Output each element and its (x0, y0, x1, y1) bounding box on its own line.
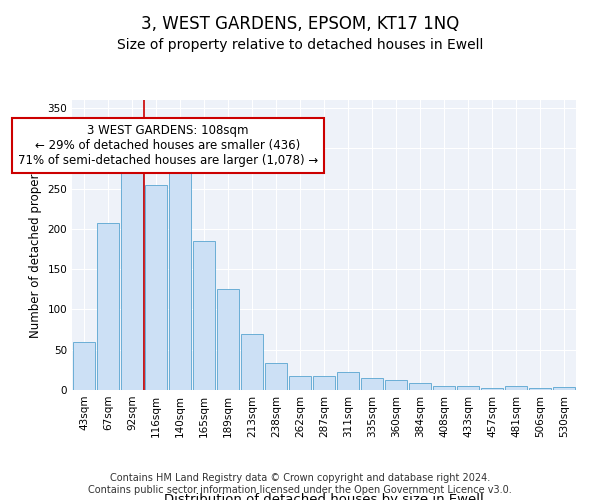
Bar (457, 386, 479, 390)
Bar (217, 290, 239, 390)
Bar (265, 364, 287, 390)
Bar (529, 388, 551, 390)
Bar (241, 334, 263, 390)
Bar (337, 372, 359, 390)
Bar (289, 376, 311, 390)
Bar (193, 241, 215, 390)
Bar (121, 166, 143, 390)
Bar (97, 223, 119, 390)
Bar (433, 386, 455, 390)
Bar (313, 376, 335, 390)
Bar (409, 383, 431, 390)
Bar (481, 388, 503, 390)
Bar (169, 172, 191, 390)
X-axis label: Distribution of detached houses by size in Ewell: Distribution of detached houses by size … (164, 492, 484, 500)
Text: 3 WEST GARDENS: 108sqm
← 29% of detached houses are smaller (436)
71% of semi-de: 3 WEST GARDENS: 108sqm ← 29% of detached… (18, 124, 318, 167)
Text: 3, WEST GARDENS, EPSOM, KT17 1NQ: 3, WEST GARDENS, EPSOM, KT17 1NQ (141, 15, 459, 33)
Bar (553, 387, 575, 390)
Bar (385, 380, 407, 390)
Bar (145, 184, 167, 390)
Text: Contains HM Land Registry data © Crown copyright and database right 2024.
Contai: Contains HM Land Registry data © Crown c… (88, 474, 512, 495)
Bar (361, 378, 383, 390)
Bar (505, 386, 527, 390)
Text: Size of property relative to detached houses in Ewell: Size of property relative to detached ho… (117, 38, 483, 52)
Y-axis label: Number of detached properties: Number of detached properties (29, 152, 42, 338)
Bar (73, 342, 95, 390)
